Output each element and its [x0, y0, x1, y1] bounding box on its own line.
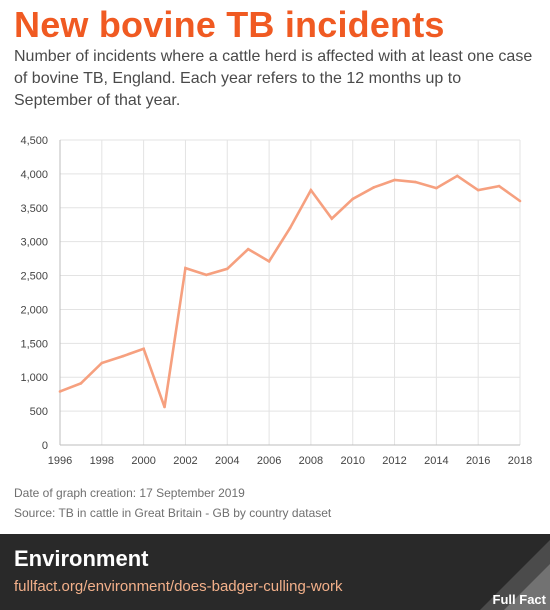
data-point [497, 184, 501, 188]
full-fact-logo-icon [480, 540, 550, 610]
data-point [372, 186, 375, 189]
y-tick-label: 2,000 [20, 304, 48, 316]
x-tick-label: 2002 [173, 455, 197, 467]
y-tick-label: 4,500 [20, 135, 48, 147]
x-tick-label: 2004 [215, 455, 239, 467]
data-point [414, 180, 417, 184]
data-point [309, 188, 313, 192]
data-point [267, 260, 271, 263]
data-point [246, 247, 250, 251]
data-point [58, 390, 62, 393]
data-point [121, 354, 125, 358]
x-tick-label: 2000 [131, 455, 155, 467]
page-title: New bovine TB incidents [14, 4, 445, 45]
data-point [518, 199, 522, 203]
x-tick-label: 2010 [340, 455, 364, 467]
source-note: Source: TB in cattle in Great Britain - … [14, 506, 332, 520]
y-tick-label: 4,000 [20, 169, 48, 181]
x-tick-label: 2018 [508, 455, 532, 467]
data-point [330, 217, 334, 220]
data-point [393, 178, 396, 182]
y-tick-label: 3,000 [20, 237, 48, 249]
section-label: Environment [14, 546, 149, 571]
graph-creation-date: Date of graph creation: 17 September 201… [14, 486, 245, 500]
x-tick-label: 2016 [466, 455, 490, 467]
y-tick-label: 2,500 [20, 271, 48, 283]
footer-band: Environment fullfact.org/environment/doe… [0, 534, 550, 610]
data-point [184, 266, 187, 270]
x-tick-label: 2014 [424, 455, 448, 467]
data-point [351, 197, 355, 201]
y-tick-label: 3,500 [20, 203, 48, 215]
y-tick-label: 1,500 [20, 338, 48, 350]
y-tick-label: 0 [42, 440, 48, 452]
data-point [225, 267, 229, 271]
logo-wordmark: Full Fact [492, 592, 546, 607]
data-point [435, 186, 438, 190]
line-chart: 0 500 1,000 1,500 2,000 2,500 3,000 3,500 4,000 4… [20, 135, 532, 467]
chart-subtitle: Number of incidents where a cattle herd … [14, 48, 533, 109]
y-tick-label: 1,000 [20, 372, 48, 384]
data-point [100, 361, 104, 365]
data-point [142, 347, 145, 351]
y-tick-label: 500 [30, 406, 48, 418]
x-tick-label: 1998 [90, 455, 114, 467]
x-tick-label: 2008 [299, 455, 323, 467]
data-point [79, 382, 83, 385]
x-tick-label: 1996 [48, 455, 72, 467]
incidents-series-line [59, 174, 521, 408]
article-link[interactable]: fullfact.org/environment/does-badger-cul… [14, 578, 343, 595]
data-point [288, 226, 292, 230]
data-point [163, 405, 166, 409]
data-point [476, 188, 480, 192]
x-tick-label: 2006 [257, 455, 281, 467]
x-tick-label: 2012 [382, 455, 406, 467]
data-point [205, 273, 208, 277]
data-point [455, 174, 459, 178]
